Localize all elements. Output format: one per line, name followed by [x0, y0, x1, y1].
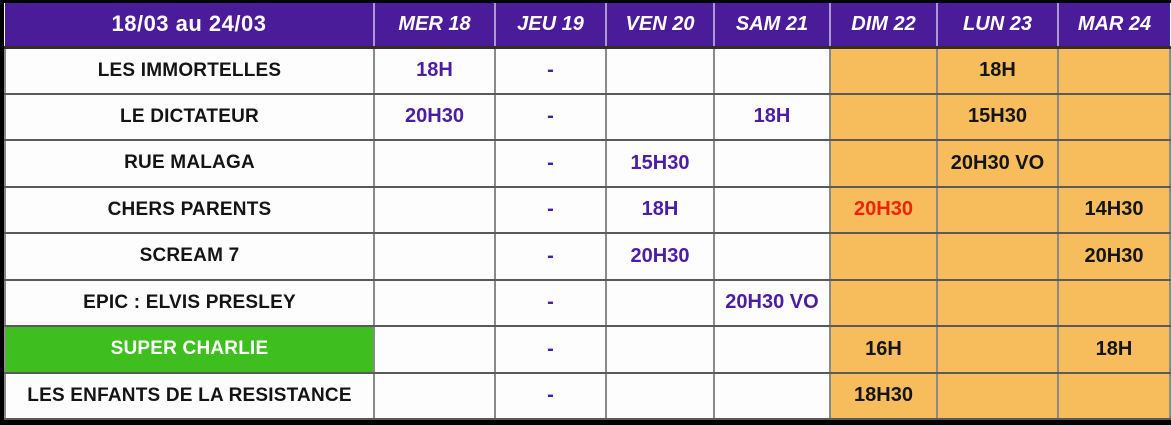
- empty-cell: [1057, 139, 1171, 188]
- empty-cell: [373, 278, 496, 327]
- empty-cell: [373, 139, 496, 188]
- day-header: SAM 21: [713, 3, 830, 49]
- day-header: VEN 20: [605, 3, 714, 49]
- film-row: LES ENFANTS DE LA RESISTANCE - 18H30: [4, 371, 1171, 420]
- no-showing-cell: -: [494, 185, 607, 234]
- empty-cell: [713, 185, 831, 234]
- empty-cell: [1057, 371, 1171, 420]
- day-header: JEU 19: [494, 3, 606, 49]
- empty-cell: [829, 46, 938, 95]
- empty-cell: [936, 232, 1059, 281]
- empty-cell: [713, 46, 831, 95]
- showtime-cell: 16H: [829, 325, 938, 374]
- showtime-cell: 20H30: [829, 185, 938, 234]
- empty-cell: [829, 92, 938, 141]
- film-name-cell: CHERS PARENTS: [4, 185, 375, 234]
- empty-cell: [829, 232, 938, 281]
- film-row: EPIC : ELVIS PRESLEY - 20H30 VO: [4, 278, 1171, 327]
- empty-cell: [936, 325, 1059, 374]
- film-row: SCREAM 7-20H30 20H30: [4, 232, 1171, 281]
- no-showing-cell: -: [494, 46, 607, 95]
- showtime-cell: 18H30: [829, 371, 938, 420]
- empty-cell: [713, 139, 831, 188]
- film-row: SUPER CHARLIE - 16H 18H: [4, 325, 1171, 374]
- film-row: CHERS PARENTS -18H 20H30 14H30: [4, 185, 1171, 234]
- film-name-cell: LES ENFANTS DE LA RESISTANCE: [4, 371, 375, 420]
- showtime-cell: 20H30: [373, 92, 496, 141]
- film-name-cell: RUE MALAGA: [4, 139, 375, 188]
- film-row: LES IMMORTELLES 18H -18H: [4, 46, 1171, 95]
- empty-cell: [605, 325, 715, 374]
- empty-cell: [829, 139, 938, 188]
- showtime-cell: 18H: [713, 92, 831, 141]
- empty-cell: [1057, 278, 1171, 327]
- empty-cell: [936, 278, 1059, 327]
- empty-cell: [829, 278, 938, 327]
- empty-cell: [713, 232, 831, 281]
- day-header: DIM 22: [829, 3, 937, 49]
- showtime-cell: 20H30 VO: [936, 139, 1059, 188]
- empty-cell: [373, 371, 496, 420]
- showtime-cell: 18H: [373, 46, 496, 95]
- showtime-cell: 18H: [1057, 325, 1171, 374]
- day-header: MER 18: [373, 3, 495, 49]
- showtime-cell: 15H30: [936, 92, 1059, 141]
- week-range-header: 18/03 au 24/03: [5, 3, 374, 49]
- header-row: 18/03 au 24/03 MER 18 JEU 19 VEN 20 SAM 21 D…: [5, 3, 1170, 49]
- showtime-cell: 18H: [605, 185, 715, 234]
- no-showing-cell: -: [494, 278, 607, 327]
- film-row: RUE MALAGA -15H30 20H30 VO: [4, 139, 1171, 188]
- showtime-cell: 14H30: [1057, 185, 1171, 234]
- film-name-cell: LE DICTATEUR: [4, 92, 375, 141]
- showtime-cell: 15H30: [605, 139, 715, 188]
- no-showing-cell: -: [494, 139, 607, 188]
- empty-cell: [713, 371, 831, 420]
- film-name-cell: LES IMMORTELLES: [4, 46, 375, 95]
- empty-cell: [936, 185, 1059, 234]
- empty-cell: [936, 371, 1059, 420]
- schedule-header: 18/03 au 24/03 MER 18 JEU 19 VEN 20 SAM 21 D…: [5, 3, 1170, 49]
- no-showing-cell: -: [494, 371, 607, 420]
- showtime-cell: 20H30 VO: [713, 278, 831, 327]
- no-showing-cell: -: [494, 232, 607, 281]
- empty-cell: [605, 92, 715, 141]
- empty-cell: [1057, 46, 1171, 95]
- empty-cell: [1057, 92, 1171, 141]
- empty-cell: [713, 325, 831, 374]
- day-header: MAR 24: [1057, 3, 1170, 49]
- no-showing-cell: -: [494, 325, 607, 374]
- no-showing-cell: -: [494, 92, 607, 141]
- empty-cell: [373, 325, 496, 374]
- day-header: LUN 23: [936, 3, 1058, 49]
- empty-cell: [373, 185, 496, 234]
- film-name-cell-highlighted: SUPER CHARLIE: [4, 325, 375, 374]
- cinema-schedule-table: 18/03 au 24/03 MER 18 JEU 19 VEN 20 SAM 21 D…: [4, 3, 1171, 420]
- empty-cell: [605, 371, 715, 420]
- film-row: LE DICTATEUR 20H30- 18H 15H30: [4, 92, 1171, 141]
- empty-cell: [605, 278, 715, 327]
- showtime-cell: 18H: [936, 46, 1059, 95]
- film-name-cell: EPIC : ELVIS PRESLEY: [4, 278, 375, 327]
- showtime-cell: 20H30: [1057, 232, 1171, 281]
- showtime-cell: 20H30: [605, 232, 715, 281]
- schedule-body: LES IMMORTELLES 18H -18H LE DICTATEUR 20H30-…: [4, 46, 1171, 420]
- empty-cell: [373, 232, 496, 281]
- film-name-cell: SCREAM 7: [4, 232, 375, 281]
- empty-cell: [605, 46, 715, 95]
